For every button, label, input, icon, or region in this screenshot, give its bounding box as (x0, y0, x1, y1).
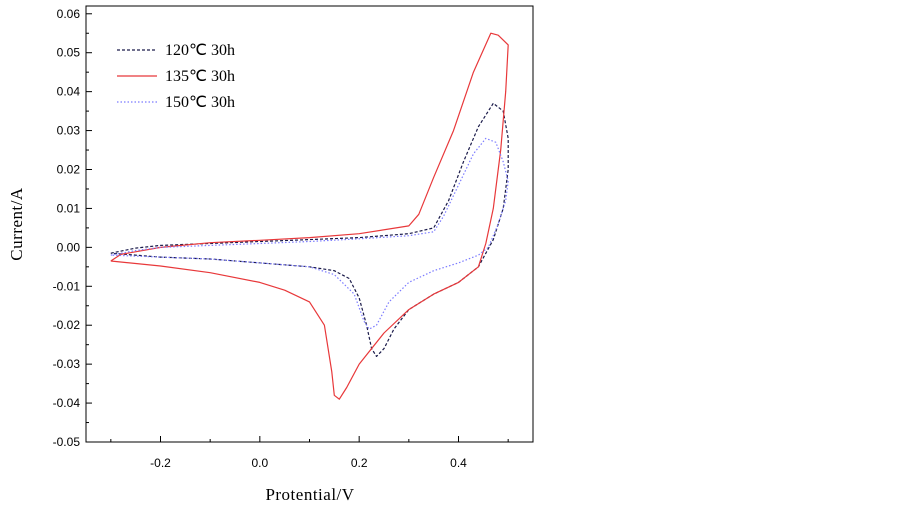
y-tick-label: -0.01 (53, 279, 81, 293)
legend-label-150: 150℃ 30h (165, 94, 235, 111)
y-tick-label: 0.03 (57, 124, 81, 138)
y-tick-label: 0.05 (57, 46, 81, 60)
x-tick-label: 0.4 (450, 456, 467, 470)
y-tick-label: 0.06 (57, 7, 81, 21)
x-tick-label: -0.2 (150, 456, 171, 470)
x-tick-label: 0.2 (351, 456, 368, 470)
series-line-2 (110, 137, 509, 330)
legend-label-135: 135℃ 30h (165, 68, 235, 85)
y-tick-label: 0.00 (57, 240, 81, 254)
legend-label-120: 120℃ 30h (165, 42, 235, 59)
series-layer (110, 32, 509, 400)
y-tick-label: 0.04 (57, 85, 81, 99)
series-line-0 (110, 102, 509, 357)
x-tick-label: 0.0 (251, 456, 268, 470)
ticks-layer: -0.05 -0.04 -0.03 -0.02 -0.01 0.00 0.01 0.02 0.0… (53, 7, 509, 470)
series-line-1 (110, 32, 509, 400)
y-tick-label: 0.02 (57, 163, 81, 177)
y-tick-label: -0.02 (53, 318, 81, 332)
y-tick-label: -0.05 (53, 435, 81, 449)
y-tick-label: -0.03 (53, 357, 81, 371)
plot-frame (85, 5, 534, 443)
y-axis-title: Current/A (7, 187, 26, 261)
y-tick-label: -0.04 (53, 396, 81, 410)
legend: 120℃ 30h 135℃ 30h 150℃ 30h (117, 42, 235, 111)
y-tick-label: 0.01 (57, 201, 81, 215)
x-axis-title: Protential/V (265, 485, 354, 504)
